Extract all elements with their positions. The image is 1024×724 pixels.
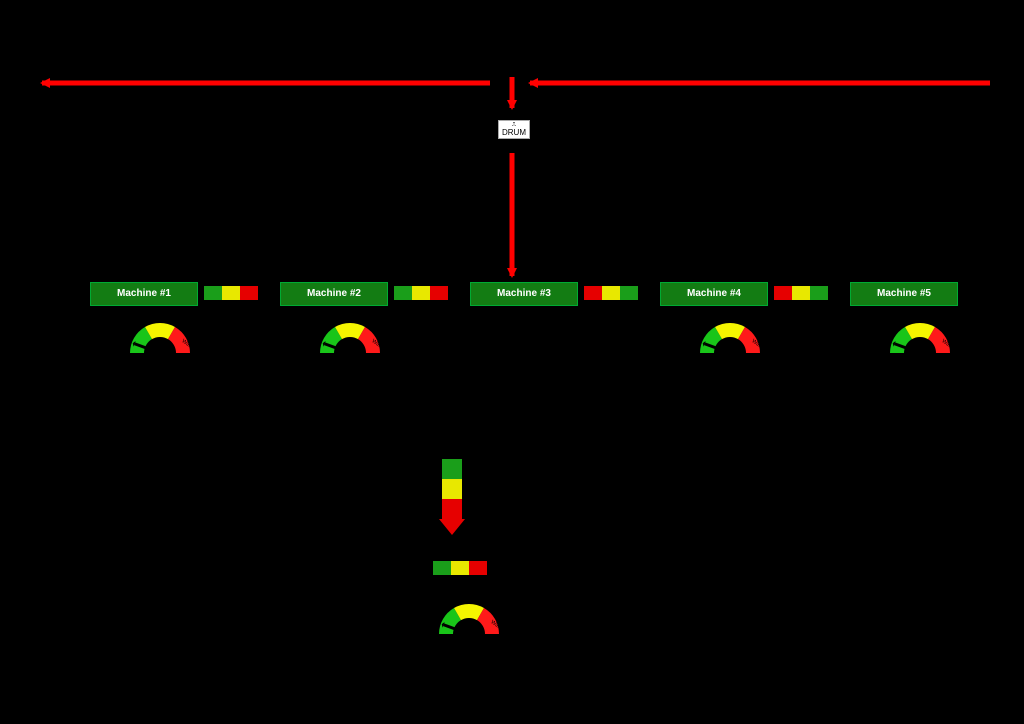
gauge-summary: Warning bbox=[433, 594, 505, 634]
status-cell-green bbox=[620, 286, 638, 300]
scada-diagram: ⎍DRUM Machine #1 Warning Machine #2 Warning M… bbox=[0, 0, 1024, 724]
status-cell-green bbox=[204, 286, 222, 300]
status-indicator-3 bbox=[584, 286, 638, 300]
drum-label: DRUM bbox=[502, 128, 526, 137]
status-indicator-4 bbox=[774, 286, 828, 300]
status-cell-yellow bbox=[792, 286, 810, 300]
status-cell-green bbox=[433, 561, 451, 575]
gauge-1: Warning bbox=[124, 313, 196, 353]
machine-label: Machine #3 bbox=[497, 288, 551, 299]
status-cell-red bbox=[240, 286, 258, 300]
machine-label: Machine #2 bbox=[307, 288, 361, 299]
status-cell-yellow bbox=[451, 561, 469, 575]
status-cell-green bbox=[394, 286, 412, 300]
summary-status-indicator bbox=[433, 561, 487, 575]
machine-box-3[interactable]: Machine #3 bbox=[470, 282, 578, 306]
gauge-2: Warning bbox=[314, 313, 386, 353]
status-cell-red bbox=[469, 561, 487, 575]
machine-box-4[interactable]: Machine #4 bbox=[660, 282, 768, 306]
machine-label: Machine #5 bbox=[877, 288, 931, 299]
drum-node[interactable]: ⎍DRUM bbox=[498, 120, 530, 139]
vstack-cell-yellow bbox=[442, 479, 462, 499]
status-cell-red bbox=[584, 286, 602, 300]
status-indicator-1 bbox=[204, 286, 258, 300]
status-indicator-2 bbox=[394, 286, 448, 300]
vstack-cell-green bbox=[442, 459, 462, 479]
machine-box-5[interactable]: Machine #5 bbox=[850, 282, 958, 306]
machine-box-1[interactable]: Machine #1 bbox=[90, 282, 198, 306]
gauge-4: Warning bbox=[694, 313, 766, 353]
machine-label: Machine #1 bbox=[117, 288, 171, 299]
gauge-5: Warning bbox=[884, 313, 956, 353]
status-cell-green bbox=[810, 286, 828, 300]
status-cell-red bbox=[430, 286, 448, 300]
flow-arrows bbox=[0, 0, 1024, 724]
vstack-cell-red bbox=[442, 499, 462, 519]
status-cell-yellow bbox=[412, 286, 430, 300]
status-cell-red bbox=[774, 286, 792, 300]
machine-box-2[interactable]: Machine #2 bbox=[280, 282, 388, 306]
vstack-tail-arrow bbox=[439, 519, 465, 535]
status-cell-yellow bbox=[222, 286, 240, 300]
status-cell-yellow bbox=[602, 286, 620, 300]
machine-label: Machine #4 bbox=[687, 288, 741, 299]
